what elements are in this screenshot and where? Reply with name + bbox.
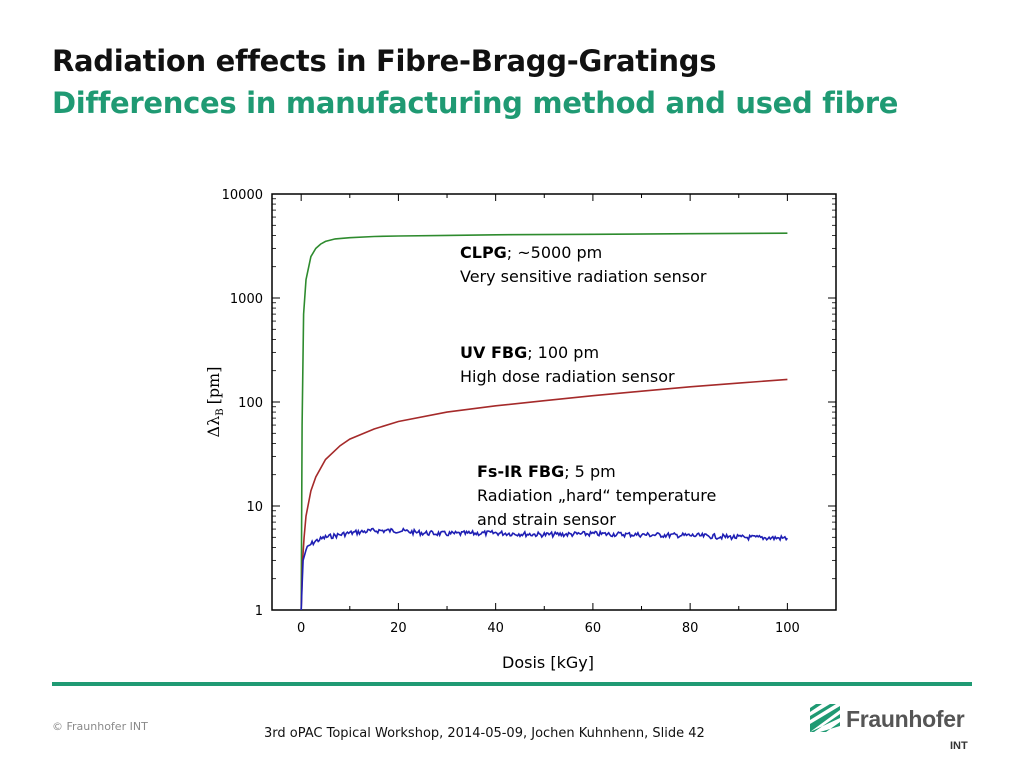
annotation-line: and strain sensor — [477, 510, 616, 529]
x-axis-label: Dosis [kGy] — [502, 653, 594, 672]
annotation-line: High dose radiation sensor — [460, 367, 675, 386]
logo-sub: INT — [950, 740, 968, 752]
annotation-title: Fs-IR FBG; 5 pm — [477, 462, 616, 481]
slide-subtitle: Differences in manufacturing method and … — [52, 86, 899, 120]
dose-response-chart: 0 20 40 60 80 100 1 10 100 1000 10000 Dosis [kGy] Δλ… — [204, 188, 837, 672]
fraunhofer-logo-icon — [810, 704, 840, 732]
annotation-title: CLPG; ~5000 pm — [460, 243, 602, 262]
y-tick-label: 10 — [246, 500, 263, 515]
x-tick-label: 100 — [775, 621, 800, 636]
annotation-fs_ir_fbg: Fs-IR FBG; 5 pm Radiation „hard“ temperat… — [477, 462, 716, 529]
annotation-title: UV FBG; 100 pm — [460, 343, 599, 362]
slide-title: Radiation effects in Fibre-Bragg-Grating… — [52, 44, 717, 78]
annotation-clpg: CLPG; ~5000 pm Very sensitive radiation s… — [460, 243, 707, 286]
logo-name: Fraunhofer — [846, 706, 965, 732]
y-tick-label: 1 — [255, 604, 263, 619]
y-axis-label: ΔλB[pm] — [204, 367, 226, 438]
series-line-uv_fbg — [300, 378, 788, 610]
fraunhofer-logo: Fraunhofer INT — [810, 704, 980, 760]
footer-divider — [52, 682, 972, 686]
x-tick-label: 0 — [297, 621, 305, 636]
y-tick-label: 100 — [238, 396, 263, 411]
annotation-uv_fbg: UV FBG; 100 pm High dose radiation sensor — [460, 343, 675, 386]
y-tick-label: 10000 — [222, 188, 263, 203]
series-line-fs_ir_fbg — [300, 527, 789, 610]
copyright-text: © Fraunhofer INT — [52, 720, 148, 733]
x-tick-label: 80 — [682, 621, 699, 636]
footer-text: 3rd oPAC Topical Workshop, 2014-05-09, J… — [264, 726, 705, 741]
y-tick-label: 1000 — [230, 292, 263, 307]
x-tick-label: 60 — [585, 621, 602, 636]
annotation-line: Radiation „hard“ temperature — [477, 486, 716, 505]
x-tick-label: 40 — [487, 621, 504, 636]
series-line-clpg — [300, 232, 788, 610]
x-tick-label: 20 — [390, 621, 407, 636]
annotation-line: Very sensitive radiation sensor — [460, 267, 707, 286]
